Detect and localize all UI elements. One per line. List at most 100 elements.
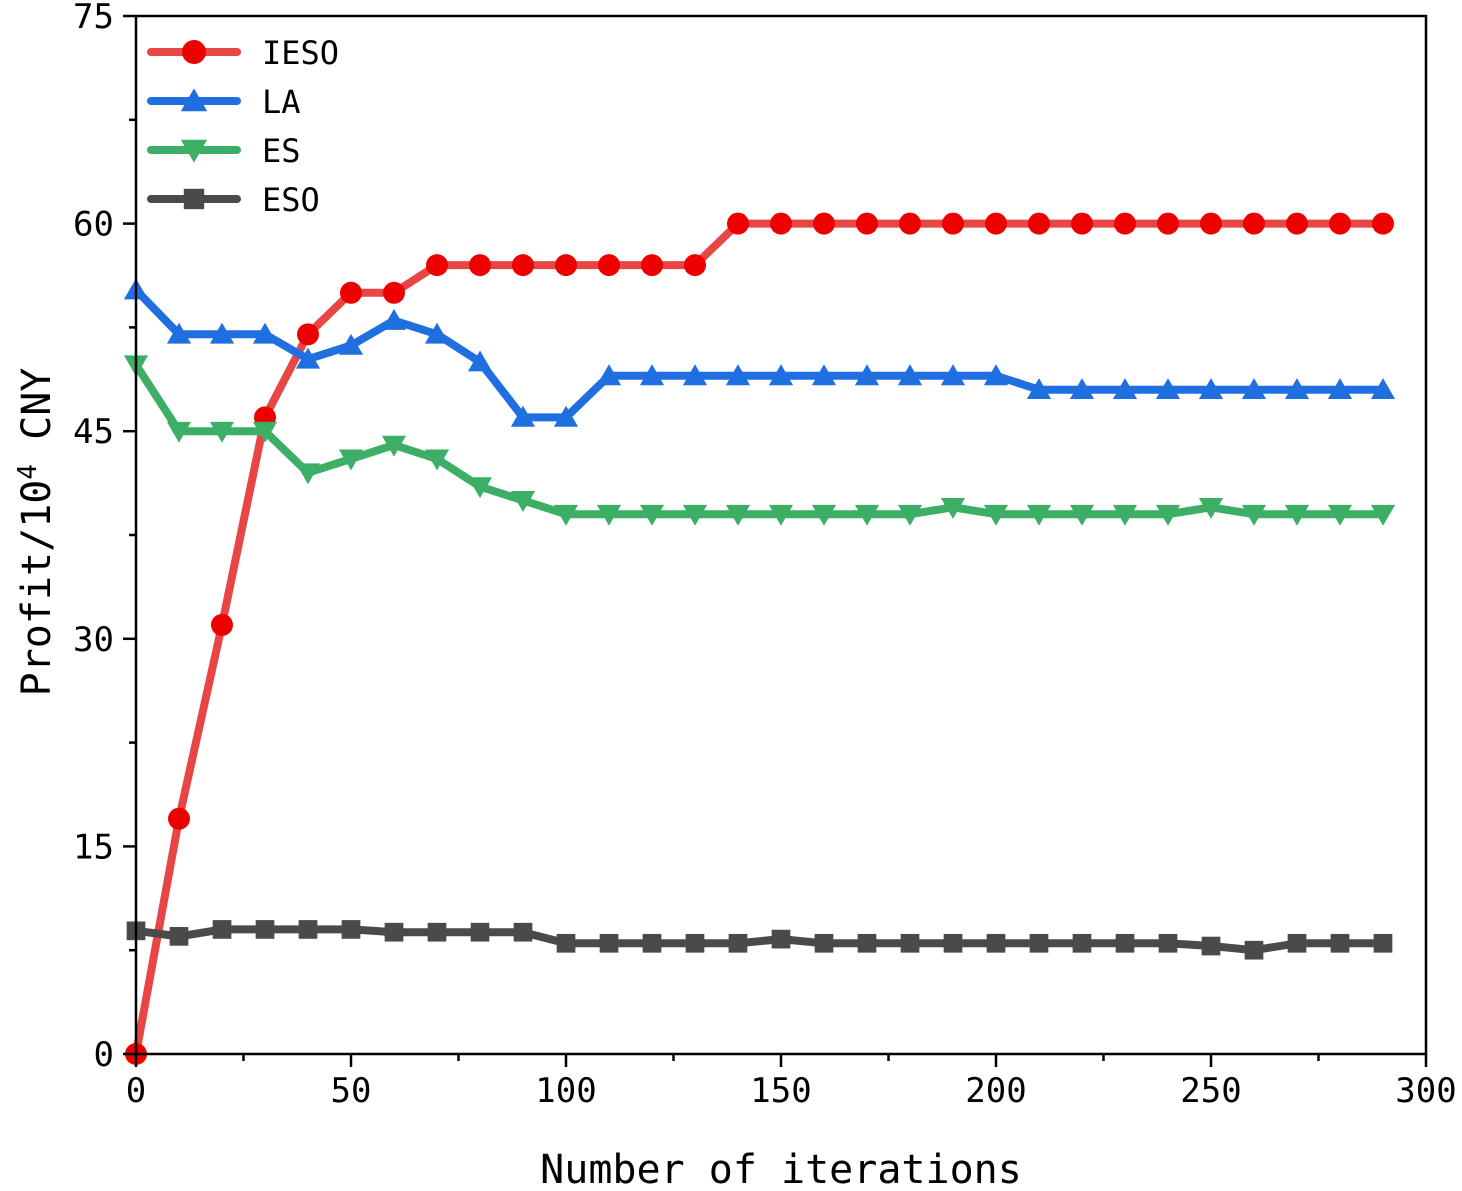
- legend-marker: [183, 188, 205, 210]
- data-point-ieso: [1286, 212, 1308, 235]
- data-point-ieso: [340, 281, 362, 304]
- legend-label: ESO: [262, 181, 320, 219]
- data-point-la: [510, 405, 536, 427]
- series-ieso: [125, 212, 1394, 1065]
- data-point-la: [1069, 378, 1095, 400]
- data-point-ieso: [985, 212, 1007, 235]
- y-tick-label: 30: [73, 620, 114, 660]
- data-point-es: [1241, 504, 1267, 526]
- y-tick-label: 0: [94, 1035, 114, 1075]
- data-point-ieso: [598, 254, 620, 277]
- data-point-es: [854, 504, 880, 526]
- data-point-es: [252, 421, 278, 443]
- legend-marker: [180, 139, 208, 163]
- x-tick-label: 50: [331, 1071, 372, 1111]
- data-point-la: [897, 364, 923, 386]
- legend-label: IESO: [262, 34, 339, 72]
- data-point-la: [768, 364, 794, 386]
- data-point-ieso: [1114, 212, 1136, 235]
- data-point-eso: [1287, 933, 1307, 953]
- x-tick-label: 300: [1395, 1071, 1456, 1111]
- axes-layer: 0 50 100 150 200 250 300 0 15 30 45 60 75: [73, 0, 1457, 1111]
- data-point-la: [682, 364, 708, 386]
- x-tick-label: 250: [1180, 1071, 1241, 1111]
- data-point-ieso: [1071, 212, 1093, 235]
- data-point-la: [209, 322, 235, 344]
- x-tick-label: 0: [126, 1071, 146, 1111]
- x-tick-label: 200: [965, 1071, 1026, 1111]
- data-point-la: [295, 347, 321, 369]
- data-point-es: [725, 504, 751, 526]
- data-point-ieso: [1243, 212, 1265, 235]
- data-point-ieso: [770, 212, 792, 235]
- data-point-es: [1198, 497, 1224, 519]
- data-point-la: [166, 322, 192, 344]
- data-point-es: [940, 497, 966, 519]
- data-point-es: [639, 504, 665, 526]
- data-point-la: [467, 350, 493, 372]
- data-point-ieso: [297, 323, 319, 346]
- data-point-eso: [169, 927, 189, 946]
- data-point-es: [1069, 504, 1095, 526]
- data-point-es: [1327, 504, 1353, 526]
- series-layer: [123, 212, 1396, 1065]
- data-point-ieso: [168, 807, 190, 830]
- data-point-eso: [1029, 933, 1049, 953]
- data-point-eso: [556, 933, 576, 953]
- data-point-eso: [1373, 933, 1393, 953]
- data-point-la: [725, 364, 751, 386]
- data-point-es: [209, 421, 235, 443]
- data-point-eso: [986, 933, 1006, 953]
- data-point-eso: [900, 933, 920, 953]
- data-point-ieso: [426, 254, 448, 277]
- data-point-eso: [642, 933, 662, 953]
- data-point-la: [639, 364, 665, 386]
- data-point-la: [940, 364, 966, 386]
- data-point-eso: [685, 933, 705, 953]
- data-point-es: [510, 491, 536, 512]
- data-point-eso: [1244, 940, 1264, 960]
- legend-item-la: LA: [147, 83, 301, 121]
- y-tick-label: 60: [73, 205, 114, 245]
- data-point-ieso: [1372, 212, 1394, 235]
- data-point-eso: [814, 933, 834, 953]
- legend-item-eso: ESO: [147, 181, 320, 219]
- data-point-es: [166, 421, 192, 443]
- y-tick-label: 75: [73, 0, 114, 37]
- data-point-la: [1026, 378, 1052, 400]
- data-point-es: [682, 504, 708, 526]
- series-la: [123, 278, 1396, 427]
- data-point-la: [553, 405, 579, 427]
- data-point-es: [467, 477, 493, 499]
- data-point-ieso: [555, 254, 577, 277]
- y-tick-label: 15: [73, 827, 114, 867]
- legend-marker: [182, 40, 206, 64]
- data-point-eso: [427, 922, 447, 942]
- data-point-es: [1284, 504, 1310, 526]
- data-point-ieso: [1157, 212, 1179, 235]
- data-point-eso: [1158, 933, 1178, 953]
- data-point-la: [381, 308, 407, 330]
- data-point-es: [1155, 504, 1181, 526]
- data-point-la: [1327, 378, 1353, 400]
- data-point-es: [1370, 504, 1396, 526]
- x-tick-label: 150: [750, 1071, 811, 1111]
- data-point-ieso: [469, 254, 491, 277]
- data-point-ieso: [813, 212, 835, 235]
- legend-item-es: ES: [147, 132, 301, 170]
- data-point-ieso: [684, 254, 706, 277]
- data-point-es: [1026, 504, 1052, 526]
- data-point-es: [295, 463, 321, 485]
- data-point-eso: [212, 920, 232, 939]
- data-point-ieso: [1329, 212, 1351, 235]
- y-axis-title-prefix: Profit/10: [14, 480, 60, 697]
- data-point-eso: [728, 933, 748, 953]
- data-point-la: [1284, 378, 1310, 400]
- y-axis-title-superscript: 4: [13, 464, 43, 480]
- legend-label: ES: [262, 132, 301, 170]
- data-point-eso: [384, 922, 404, 942]
- data-point-eso: [1072, 933, 1092, 953]
- legend-item-ieso: IESO: [147, 34, 339, 72]
